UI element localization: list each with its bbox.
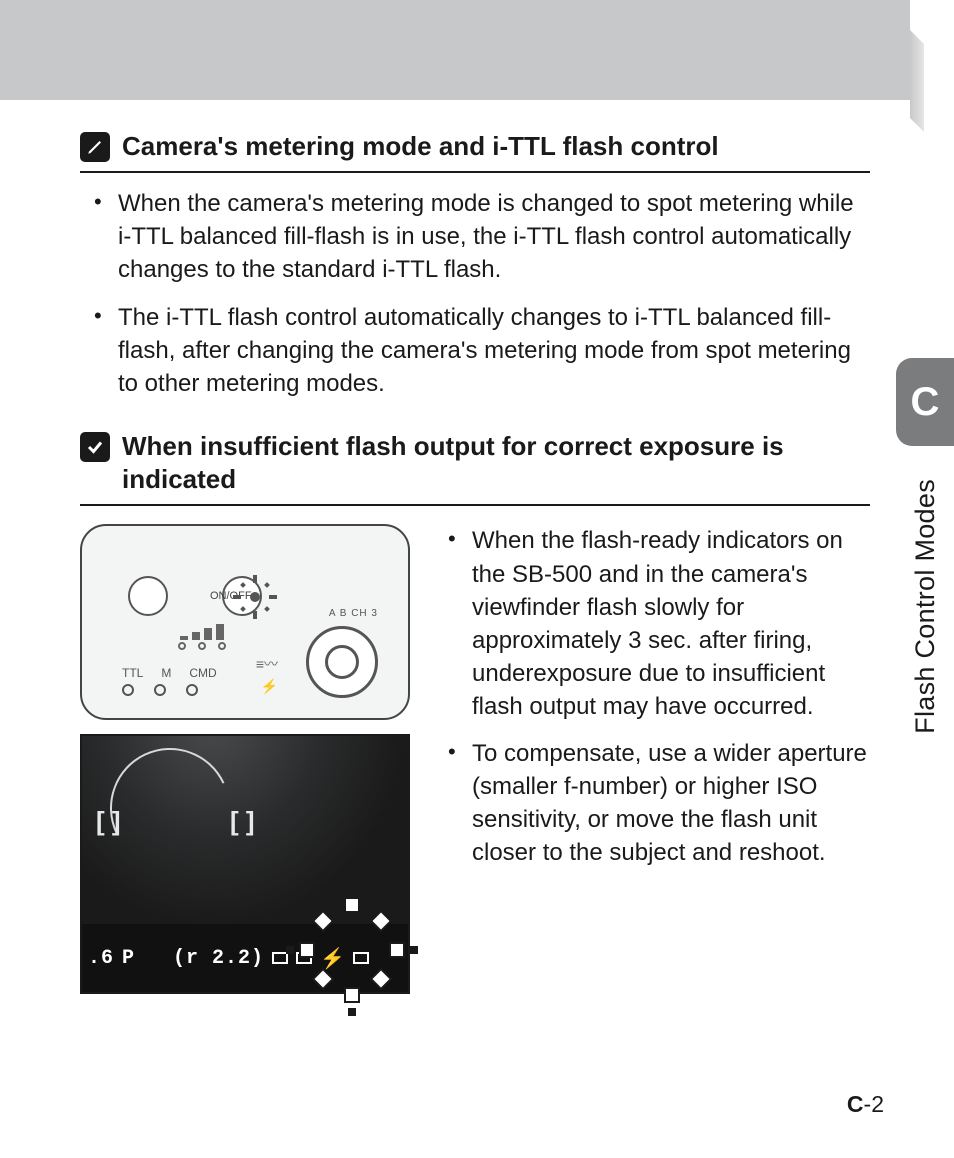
mode-label: M (161, 666, 171, 680)
manual-page: C Flash Control Modes Camera's metering … (0, 0, 954, 1158)
readout-left: .6 (88, 947, 114, 970)
af-bracket-icon: [ ] (96, 806, 121, 837)
led-icon (154, 684, 166, 696)
led-icon (186, 684, 198, 696)
led-row-icon (178, 642, 226, 650)
section2-title: When insufficient flash output for corre… (122, 430, 870, 497)
flash-bolt-icon: ⚡ (261, 678, 278, 695)
level-bars-icon (180, 624, 224, 640)
highlight-burst-icon (282, 880, 422, 1020)
mode-labels: TTL M CMD (122, 666, 217, 680)
indicator-cluster-icon (228, 570, 282, 624)
content-area: Camera's metering mode and i-TTL flash c… (80, 130, 870, 994)
section1-bullets: When the camera's metering mode is chang… (80, 187, 870, 400)
note-icon (80, 132, 110, 162)
section1-bullet: The i-TTL flash control automatically ch… (100, 301, 870, 400)
mode-dial-icon (306, 626, 378, 698)
section2-body: ON/OFF A B CH 3 ≡〰 ⚡ TTL M CMD (80, 524, 870, 994)
section-tab-letter-text: C (911, 380, 940, 425)
readout-mode: P (122, 947, 135, 970)
led-icon (122, 684, 134, 696)
section1-title: Camera's metering mode and i-TTL flash c… (122, 130, 870, 163)
section2-text-column: When the flash-ready indicators on the S… (434, 524, 870, 883)
dial-labels: A B CH 3 (329, 608, 378, 619)
figures-column: ON/OFF A B CH 3 ≡〰 ⚡ TTL M CMD (80, 524, 410, 994)
mode-label: TTL (122, 666, 143, 680)
caution-icon (80, 432, 110, 462)
section-tab-label: Flash Control Modes (896, 456, 954, 756)
section2-bullet: When the flash-ready indicators on the S… (454, 524, 870, 723)
section-tab-letter: C (896, 358, 954, 446)
section2-heading: When insufficient flash output for corre… (80, 430, 870, 507)
flash-unit-diagram: ON/OFF A B CH 3 ≡〰 ⚡ TTL M CMD (80, 524, 410, 720)
section2-bullet: To compensate, use a wider aperture (sma… (454, 737, 870, 869)
wireless-icon: ≡〰 (256, 654, 278, 674)
af-bracket-icon: [ ] (230, 806, 255, 837)
knob-icon (128, 576, 168, 616)
section-tab-label-text: Flash Control Modes (910, 479, 941, 734)
mode-label: CMD (189, 666, 216, 680)
section1-bullet: When the camera's metering mode is chang… (100, 187, 870, 286)
section2-bullets: When the flash-ready indicators on the S… (434, 524, 870, 869)
section1-heading: Camera's metering mode and i-TTL flash c… (80, 130, 870, 173)
page-number: C-2 (847, 1091, 884, 1118)
viewfinder-diagram: [ ] [ ] .6 P (r 2.2) ⚡ (80, 734, 410, 994)
page-number-value: -2 (864, 1091, 884, 1117)
page-curl-shadow (0, 0, 910, 100)
page-number-prefix: C (847, 1091, 864, 1117)
readout-center: (r 2.2) (173, 947, 264, 970)
mode-leds (122, 684, 198, 696)
